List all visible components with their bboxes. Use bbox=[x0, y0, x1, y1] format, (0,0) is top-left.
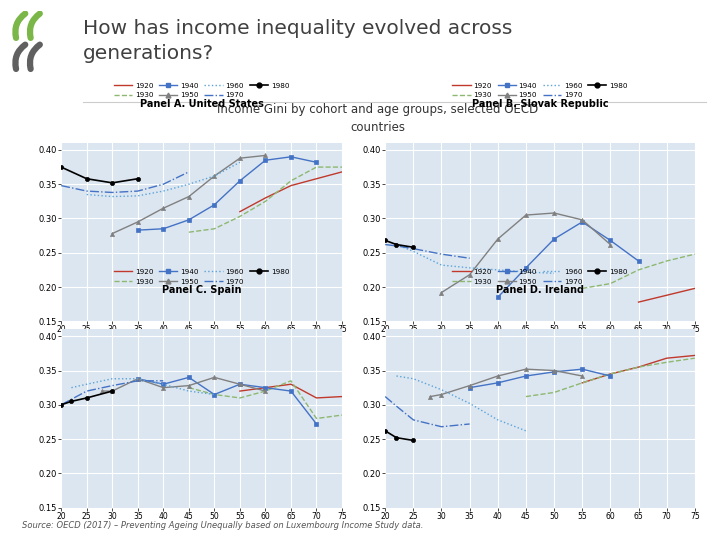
Legend: 1920, 1930, 1940, 1950, 1960, 1970, 1980: 1920, 1930, 1940, 1950, 1960, 1970, 1980 bbox=[452, 83, 628, 98]
Title: Panel C. Spain: Panel C. Spain bbox=[162, 285, 241, 295]
FancyArrowPatch shape bbox=[15, 14, 25, 38]
FancyArrowPatch shape bbox=[30, 45, 40, 69]
Legend: 1920, 1930, 1940, 1950, 1960, 1970, 1980: 1920, 1930, 1940, 1950, 1960, 1970, 1980 bbox=[114, 83, 289, 98]
Title: Panel D. Ireland: Panel D. Ireland bbox=[496, 285, 584, 295]
Title: Panel B. Slovak Republic: Panel B. Slovak Republic bbox=[472, 99, 608, 109]
Title: Panel A. United States: Panel A. United States bbox=[140, 99, 264, 109]
Text: Income Gini by cohort and age groups, selected OECD
countries: Income Gini by cohort and age groups, se… bbox=[217, 103, 539, 134]
FancyArrowPatch shape bbox=[15, 45, 25, 69]
Text: How has income inequality evolved across
generations?: How has income inequality evolved across… bbox=[83, 19, 512, 63]
Text: Source: OECD (2017) – Preventing Ageing Unequally based on Luxembourg Income Stu: Source: OECD (2017) – Preventing Ageing … bbox=[22, 521, 423, 530]
Text: 6: 6 bbox=[677, 516, 688, 531]
FancyArrowPatch shape bbox=[30, 14, 40, 38]
Legend: 1920, 1930, 1940, 1950, 1960, 1970, 1980: 1920, 1930, 1940, 1950, 1960, 1970, 1980 bbox=[114, 269, 289, 285]
Legend: 1920, 1930, 1940, 1950, 1960, 1970, 1980: 1920, 1930, 1940, 1950, 1960, 1970, 1980 bbox=[452, 269, 628, 285]
